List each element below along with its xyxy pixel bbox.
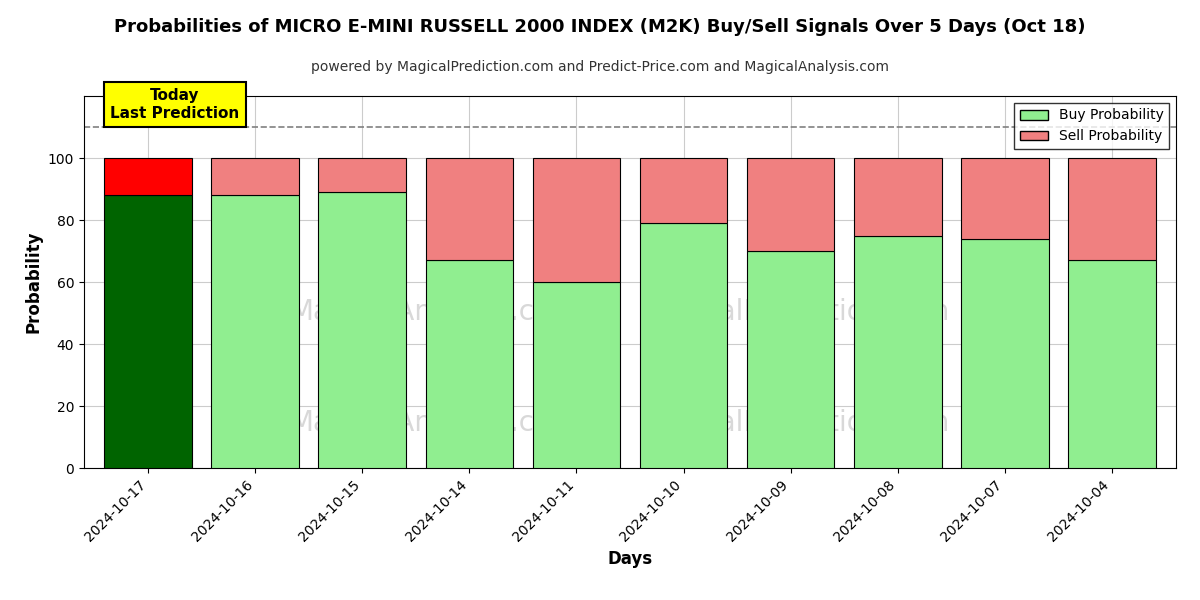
Text: MagicalAnalysis.com: MagicalAnalysis.com	[289, 298, 578, 326]
Bar	[961, 158, 1049, 239]
Bar	[318, 192, 407, 468]
Bar	[104, 195, 192, 468]
Text: MagicalPrediction.com: MagicalPrediction.com	[637, 409, 950, 437]
Bar	[211, 195, 299, 468]
Bar	[318, 158, 407, 192]
Bar	[961, 239, 1049, 468]
Text: powered by MagicalPrediction.com and Predict-Price.com and MagicalAnalysis.com: powered by MagicalPrediction.com and Pre…	[311, 60, 889, 74]
Bar	[746, 158, 834, 251]
Bar	[426, 158, 514, 260]
Bar	[1068, 158, 1156, 260]
Bar	[426, 260, 514, 468]
Bar	[533, 158, 620, 282]
Bar	[640, 158, 727, 223]
Bar	[1068, 260, 1156, 468]
Bar	[104, 158, 192, 195]
Bar	[640, 223, 727, 468]
Y-axis label: Probability: Probability	[24, 231, 42, 333]
Text: Today
Last Prediction: Today Last Prediction	[110, 88, 240, 121]
Bar	[853, 235, 942, 468]
X-axis label: Days: Days	[607, 550, 653, 568]
Bar	[533, 282, 620, 468]
Bar	[211, 158, 299, 195]
Text: MagicalAnalysis.com: MagicalAnalysis.com	[289, 409, 578, 437]
Bar	[746, 251, 834, 468]
Bar	[853, 158, 942, 235]
Text: Probabilities of MICRO E-MINI RUSSELL 2000 INDEX (M2K) Buy/Sell Signals Over 5 D: Probabilities of MICRO E-MINI RUSSELL 20…	[114, 18, 1086, 36]
Legend: Buy Probability, Sell Probability: Buy Probability, Sell Probability	[1014, 103, 1169, 149]
Text: MagicalPrediction.com: MagicalPrediction.com	[637, 298, 950, 326]
